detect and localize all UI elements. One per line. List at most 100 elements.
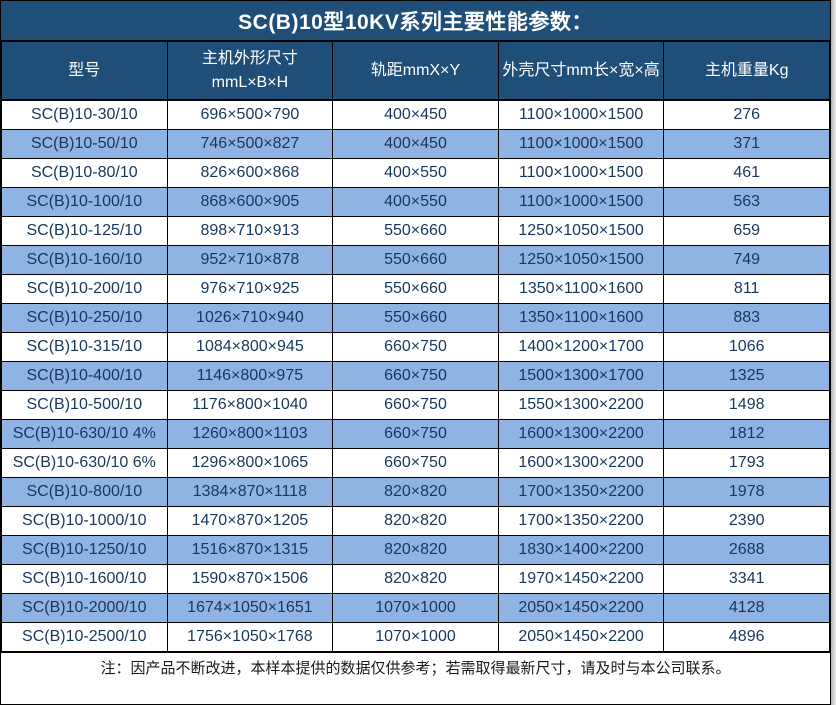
table-cell: SC(B)10-500/10: [1, 389, 168, 420]
table-cell: 696×500×790: [166, 99, 334, 130]
table-cell: 1250×1050×1500: [497, 215, 665, 246]
table-cell: 811: [663, 273, 830, 304]
table-cell: 1400×1200×1700: [497, 331, 665, 362]
table-row: SC(B)10-100/10 868×600×905 400×550 1100×100…: [1, 186, 830, 217]
table-cell: 826×600×868: [166, 157, 334, 188]
table-cell: 563: [663, 186, 830, 217]
table-cell: 1384×870×1118: [166, 476, 334, 507]
table-cell: SC(B)10-30/10: [1, 99, 168, 130]
table-cell: SC(B)10-100/10: [1, 186, 168, 217]
table-cell: SC(B)10-50/10: [1, 128, 168, 159]
table-cell: SC(B)10-80/10: [1, 157, 168, 188]
table-cell: 1296×800×1065: [166, 447, 334, 478]
page-title: SC(B)10型10KV系列主要性能参数：: [1, 1, 830, 42]
table-cell: 1260×800×1103: [166, 418, 334, 449]
table-row: SC(B)10-30/10 696×500×790 400×450 1100×1000…: [1, 99, 830, 130]
table-cell: 898×710×913: [166, 215, 334, 246]
table-cell: SC(B)10-1250/10: [1, 534, 168, 565]
table-cell: 1550×1300×2200: [497, 389, 665, 420]
table-cell: 550×660: [332, 215, 499, 246]
table-cell: 952×710×878: [166, 244, 334, 275]
table-cell: 1325: [663, 360, 830, 391]
table-cell: 1756×1050×1768: [166, 621, 334, 652]
table-cell: SC(B)10-2500/10: [1, 621, 168, 652]
column-header: 主机重量Kg: [663, 42, 830, 101]
table-cell: 1100×1000×1500: [497, 157, 665, 188]
table-cell: 1176×800×1040: [166, 389, 334, 420]
table-cell: 550×660: [332, 273, 499, 304]
table-cell: 400×550: [332, 157, 499, 188]
table-cell: SC(B)10-2000/10: [1, 592, 168, 623]
table-cell: 1146×800×975: [166, 360, 334, 391]
table-cell: SC(B)10-630/10 6%: [1, 447, 168, 478]
table-cell: 820×820: [332, 505, 499, 536]
table-row: SC(B)10-2000/10 1674×1050×1651 1070×1000 20…: [1, 592, 830, 623]
table-cell: 2050×1450×2200: [497, 592, 665, 623]
table-cell: 2050×1450×2200: [497, 621, 665, 652]
table-cell: 1590×870×1506: [166, 563, 334, 594]
table-row: SC(B)10-250/10 1026×710×940 550×660 1350×11…: [1, 302, 830, 333]
table-cell: 1700×1350×2200: [497, 476, 665, 507]
column-header: 型号: [1, 42, 168, 101]
table-cell: 749: [663, 244, 830, 275]
table-cell: SC(B)10-1000/10: [1, 505, 168, 536]
table-cell: 550×660: [332, 302, 499, 333]
table-cell: 1084×800×945: [166, 331, 334, 362]
table-row: SC(B)10-200/10 976×710×925 550×660 1350×110…: [1, 273, 830, 304]
table-cell: 1830×1400×2200: [497, 534, 665, 565]
table-row: SC(B)10-125/10 898×710×913 550×660 1250×105…: [1, 215, 830, 246]
table-cell: 976×710×925: [166, 273, 334, 304]
table-cell: 3341: [663, 563, 830, 594]
table-cell: 1500×1300×1700: [497, 360, 665, 391]
table-cell: 1100×1000×1500: [497, 186, 665, 217]
table-cell: 550×660: [332, 244, 499, 275]
column-header: 外壳尺寸mm长×宽×高: [497, 42, 665, 101]
table-cell: 400×550: [332, 186, 499, 217]
table-row: SC(B)10-50/10 746×500×827 400×450 1100×1000…: [1, 128, 830, 159]
table-cell: SC(B)10-250/10: [1, 302, 168, 333]
right-edge-shadow: [831, 0, 836, 705]
table-cell: 400×450: [332, 99, 499, 130]
table-cell: 660×750: [332, 447, 499, 478]
table-row: SC(B)10-1000/10 1470×870×1205 820×820 1700×…: [1, 505, 830, 536]
column-header: 轨距mmX×Y: [332, 42, 499, 101]
table-cell: 1812: [663, 418, 830, 449]
table-row: SC(B)10-315/10 1084×800×945 660×750 1400×12…: [1, 331, 830, 362]
table-cell: SC(B)10-800/10: [1, 476, 168, 507]
table-cell: SC(B)10-160/10: [1, 244, 168, 275]
column-header: 主机外形尺寸 mmL×B×H: [166, 42, 334, 101]
table-cell: 660×750: [332, 418, 499, 449]
table-cell: 883: [663, 302, 830, 333]
table-body: SC(B)10-30/10 696×500×790 400×450 1100×1000…: [1, 99, 830, 652]
spec-table: 型号 主机外形尺寸 mmL×B×H 轨距mmX×Y 外壳尺寸mm长×宽×高 主机重量Kg …: [1, 42, 830, 652]
table-cell: 1100×1000×1500: [497, 128, 665, 159]
table-cell: 660×750: [332, 389, 499, 420]
table-cell: 660×750: [332, 360, 499, 391]
table-cell: 820×820: [332, 476, 499, 507]
table-row: SC(B)10-2500/10 1756×1050×1768 1070×1000 20…: [1, 621, 830, 652]
table-cell: 1350×1100×1600: [497, 273, 665, 304]
table-cell: 371: [663, 128, 830, 159]
table-row: SC(B)10-80/10 826×600×868 400×550 1100×1000…: [1, 157, 830, 188]
table-cell: SC(B)10-315/10: [1, 331, 168, 362]
table-row: SC(B)10-800/10 1384×870×1118 820×820 1700×1…: [1, 476, 830, 507]
table-cell: 4128: [663, 592, 830, 623]
table-cell: SC(B)10-125/10: [1, 215, 168, 246]
table-cell: 1470×870×1205: [166, 505, 334, 536]
table-cell: 1250×1050×1500: [497, 244, 665, 275]
table-cell: 1600×1300×2200: [497, 418, 665, 449]
table-cell: 1600×1300×2200: [497, 447, 665, 478]
table-row: SC(B)10-1600/10 1590×870×1506 820×820 1970×…: [1, 563, 830, 594]
table-header: 型号 主机外形尺寸 mmL×B×H 轨距mmX×Y 外壳尺寸mm长×宽×高 主机重量Kg: [1, 42, 830, 101]
table-cell: SC(B)10-400/10: [1, 360, 168, 391]
table-row: SC(B)10-630/10 4% 1260×800×1103 660×750 160…: [1, 418, 830, 449]
table-cell: 1970×1450×2200: [497, 563, 665, 594]
table-cell: 1100×1000×1500: [497, 99, 665, 130]
table-cell: 400×450: [332, 128, 499, 159]
table-cell: 2390: [663, 505, 830, 536]
table-row: SC(B)10-500/10 1176×800×1040 660×750 1550×1…: [1, 389, 830, 420]
table-cell: 820×820: [332, 534, 499, 565]
table-cell: SC(B)10-1600/10: [1, 563, 168, 594]
table-cell: SC(B)10-630/10 4%: [1, 418, 168, 449]
